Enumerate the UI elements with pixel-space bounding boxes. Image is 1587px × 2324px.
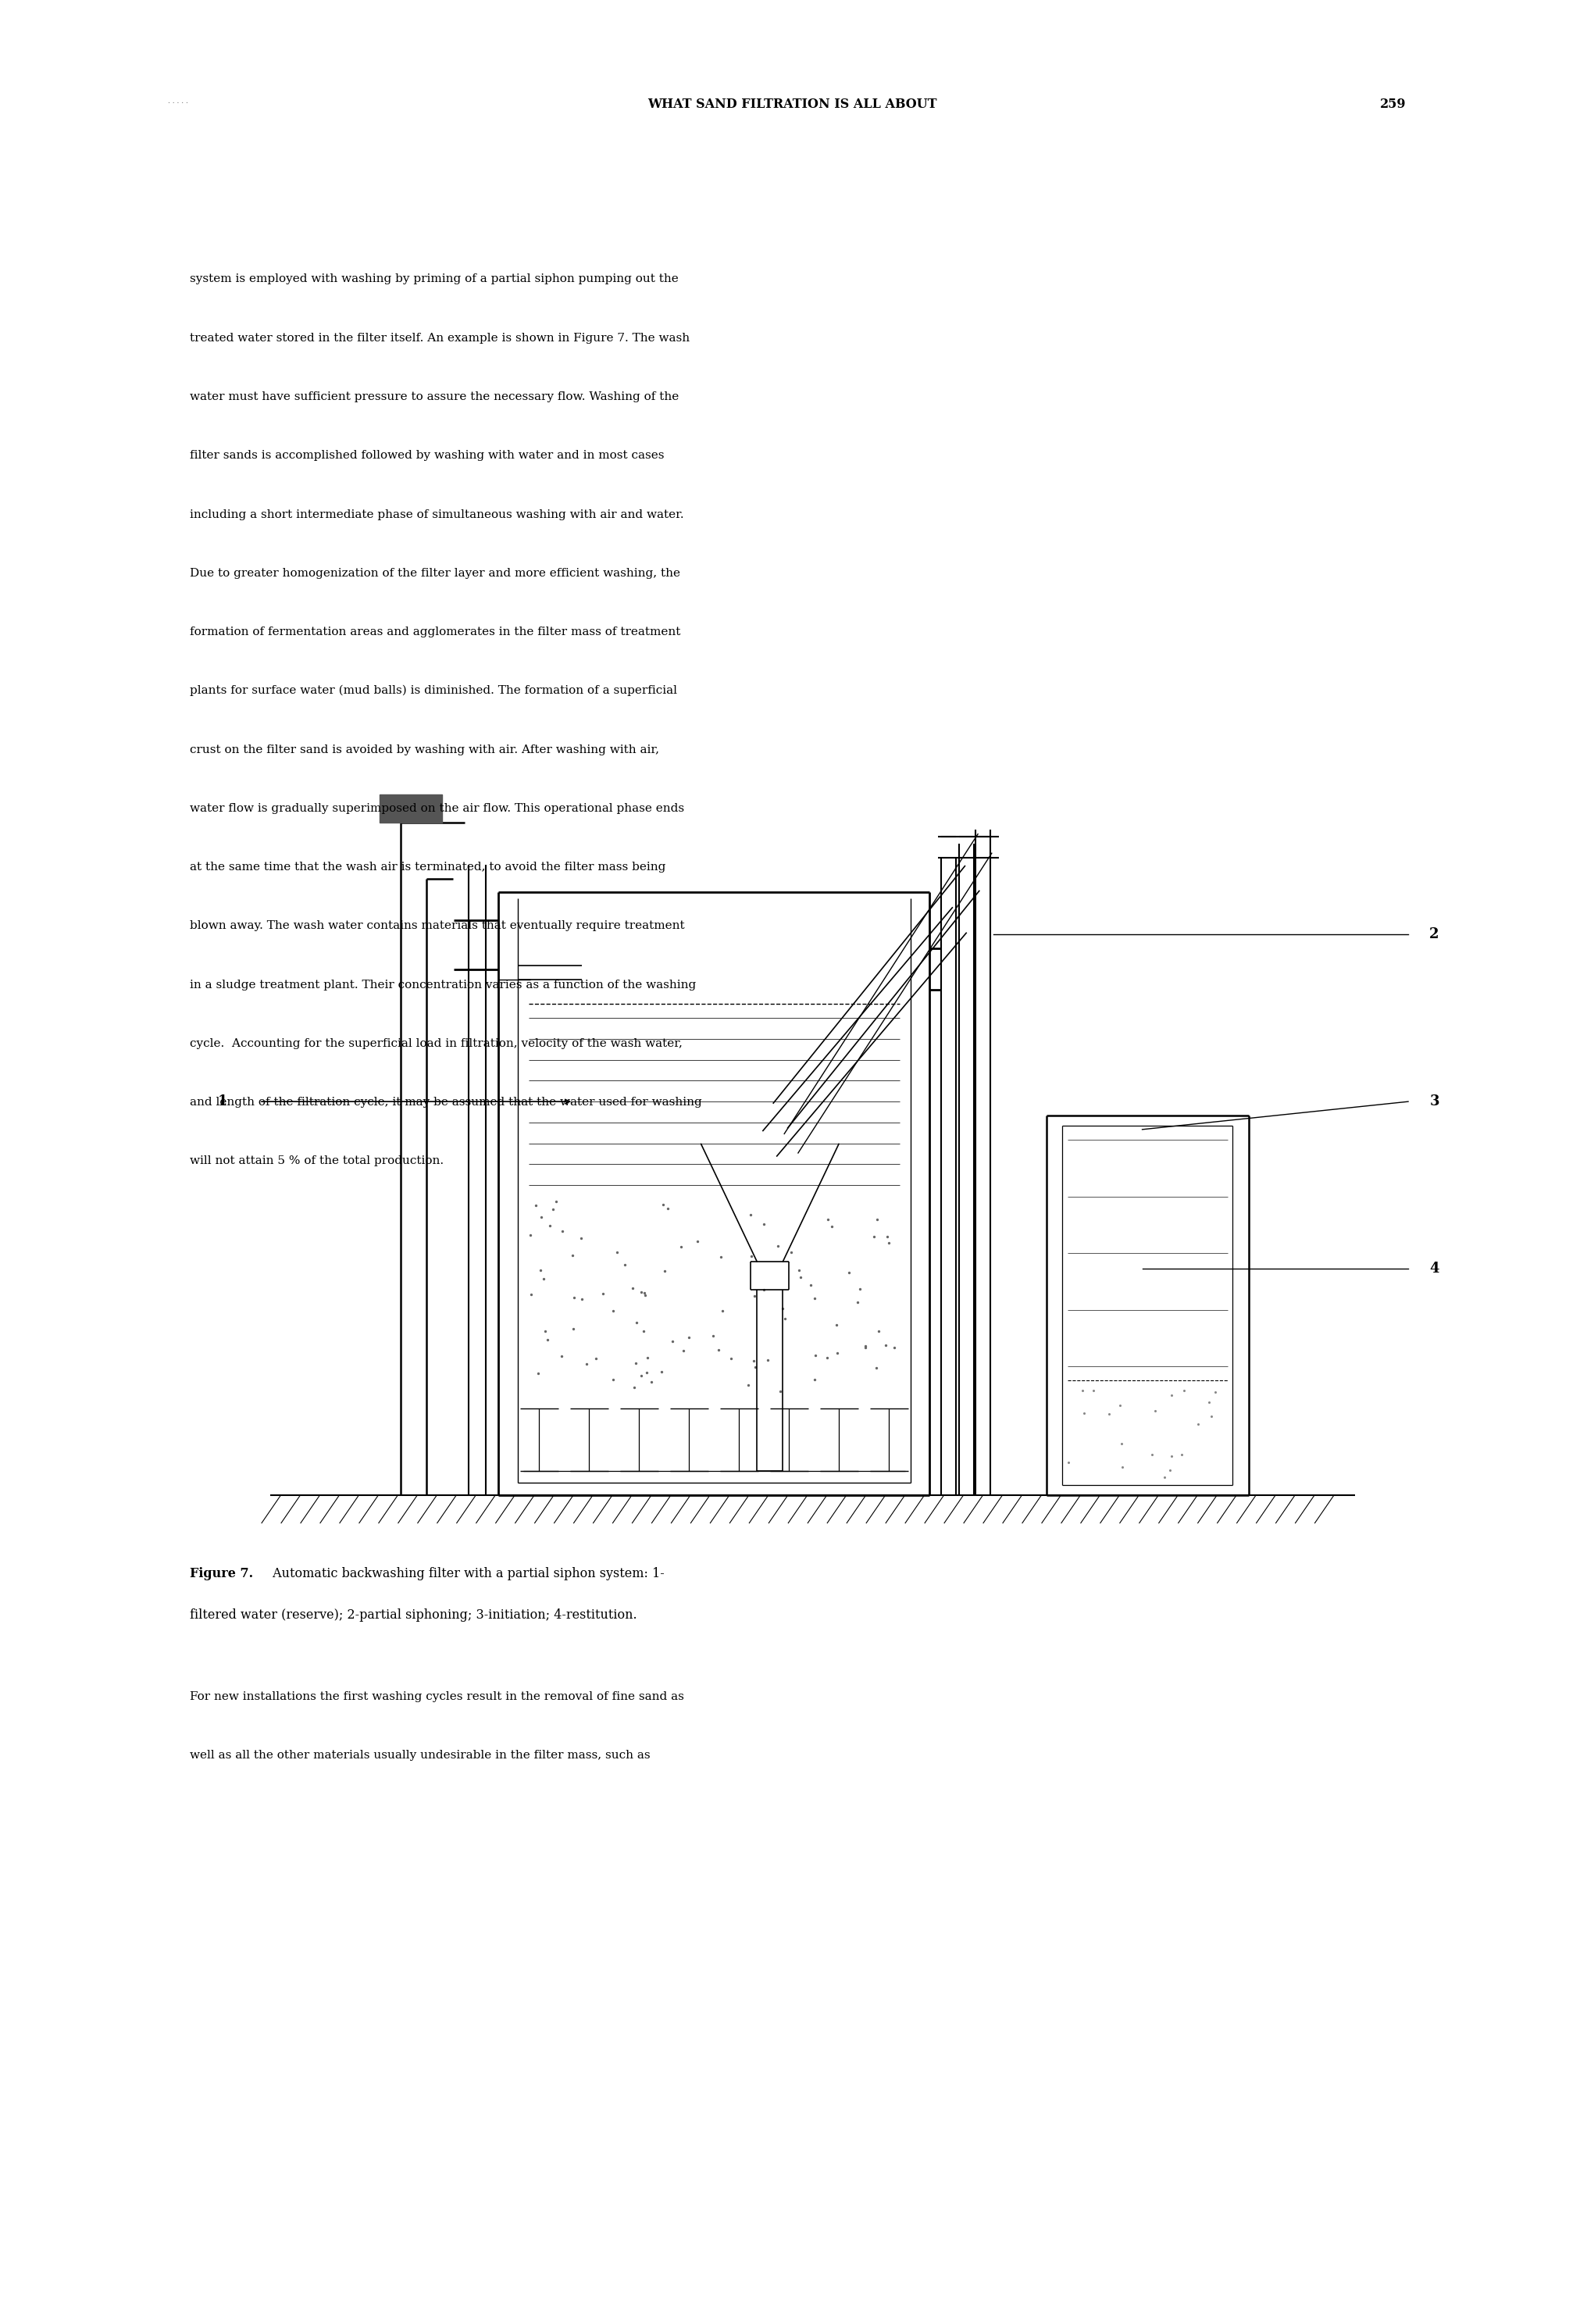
Text: 4: 4: [1428, 1262, 1438, 1276]
Text: well as all the other materials usually undesirable in the filter mass, such as: well as all the other materials usually …: [190, 1750, 651, 1762]
Text: Figure 7.: Figure 7.: [190, 1566, 252, 1580]
Text: filtered water (reserve); 2-partial siphoning; 3-initiation; 4-restitution.: filtered water (reserve); 2-partial siph…: [190, 1608, 636, 1622]
Polygon shape: [379, 795, 443, 823]
Text: will not attain 5 % of the total production.: will not attain 5 % of the total product…: [190, 1155, 443, 1167]
Text: including a short intermediate phase of simultaneous washing with air and water.: including a short intermediate phase of …: [190, 509, 684, 521]
Text: For new installations the first washing cycles result in the removal of fine san: For new installations the first washing …: [190, 1692, 684, 1703]
Text: blown away. The wash water contains materials that eventually require treatment: blown away. The wash water contains mate…: [190, 920, 684, 932]
Text: formation of fermentation areas and agglomerates in the filter mass of treatment: formation of fermentation areas and aggl…: [190, 627, 681, 637]
Text: 3: 3: [1428, 1095, 1438, 1109]
Text: at the same time that the wash air is terminated, to avoid the filter mass being: at the same time that the wash air is te…: [190, 862, 665, 874]
Text: 1: 1: [217, 1095, 227, 1109]
Text: 2: 2: [1428, 927, 1438, 941]
Text: treated water stored in the filter itself. An example is shown in Figure 7. The : treated water stored in the filter itsel…: [190, 332, 689, 344]
Text: plants for surface water (mud balls) is diminished. The formation of a superfici: plants for surface water (mud balls) is …: [190, 686, 676, 697]
Text: filter sands is accomplished followed by washing with water and in most cases: filter sands is accomplished followed by…: [190, 451, 663, 460]
Text: WHAT SAND FILTRATION IS ALL ABOUT: WHAT SAND FILTRATION IS ALL ABOUT: [647, 98, 936, 112]
Text: system is employed with washing by priming of a partial siphon pumping out the: system is employed with washing by primi…: [190, 274, 678, 286]
Text: and length of the filtration cycle, it may be assumed that the water used for wa: and length of the filtration cycle, it m…: [190, 1097, 701, 1109]
Text: Due to greater homogenization of the filter layer and more efficient washing, th: Due to greater homogenization of the fil…: [190, 567, 679, 579]
Text: in a sludge treatment plant. Their concentration varies as a function of the was: in a sludge treatment plant. Their conce…: [190, 978, 695, 990]
Text: 259: 259: [1379, 98, 1404, 112]
Text: Automatic backwashing filter with a partial siphon system: 1-: Automatic backwashing filter with a part…: [268, 1566, 665, 1580]
Text: water must have sufficient pressure to assure the necessary flow. Washing of the: water must have sufficient pressure to a…: [190, 390, 679, 402]
Text: water flow is gradually superimposed on the air flow. This operational phase end: water flow is gradually superimposed on …: [190, 804, 684, 813]
Text: cycle.  Accounting for the superficial load in filtration, velocity of the wash : cycle. Accounting for the superficial lo…: [190, 1039, 682, 1048]
Text: . . . . .: . . . . .: [168, 98, 189, 105]
Text: crust on the filter sand is avoided by washing with air. After washing with air,: crust on the filter sand is avoided by w…: [190, 744, 659, 755]
